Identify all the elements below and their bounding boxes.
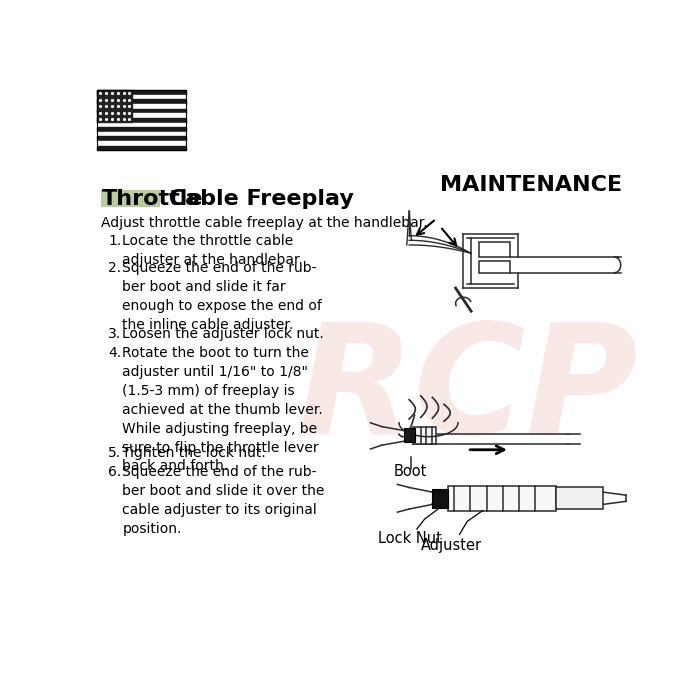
Bar xyxy=(404,428,414,442)
Text: Throttle: Throttle xyxy=(102,189,204,209)
Text: Boot: Boot xyxy=(393,463,427,479)
Bar xyxy=(97,141,186,146)
Text: Cable Freeplay: Cable Freeplay xyxy=(161,189,354,209)
Bar xyxy=(97,146,186,150)
Bar xyxy=(479,242,510,258)
Bar xyxy=(448,486,556,510)
Text: Squeeze the end of the rub-
ber boot and slide it over the
cable adjuster to its: Squeeze the end of the rub- ber boot and… xyxy=(122,466,325,536)
FancyBboxPatch shape xyxy=(101,190,160,207)
Bar xyxy=(97,113,186,118)
Bar xyxy=(97,132,186,136)
Text: Squeeze the end of the rub-
ber boot and slide it far
enough to expose the end o: Squeeze the end of the rub- ber boot and… xyxy=(122,261,322,332)
Bar xyxy=(556,487,603,509)
Text: 5.: 5. xyxy=(108,446,122,460)
Text: 4.: 4. xyxy=(108,346,122,360)
Bar xyxy=(97,94,186,99)
Bar xyxy=(413,427,436,444)
Bar xyxy=(97,90,186,94)
Text: Loosen the adjuster lock nut.: Loosen the adjuster lock nut. xyxy=(122,326,324,341)
Text: Adjuster: Adjuster xyxy=(421,538,482,553)
Text: 1.: 1. xyxy=(108,234,122,248)
Text: Rotate the boot to turn the
adjuster until 1/16" to 1/8"
(1.5-3 mm) of freeplay : Rotate the boot to turn the adjuster unt… xyxy=(122,346,323,473)
Text: 3.: 3. xyxy=(108,326,122,341)
Bar xyxy=(433,489,448,508)
Bar xyxy=(97,90,132,122)
Bar xyxy=(97,118,186,122)
Bar xyxy=(97,90,186,150)
Text: 6.: 6. xyxy=(108,466,122,480)
Bar xyxy=(97,108,186,113)
Text: Lock Nut: Lock Nut xyxy=(378,531,442,545)
Text: MAINTENANCE: MAINTENANCE xyxy=(440,175,622,195)
Text: 2.: 2. xyxy=(108,261,122,275)
Text: Adjust throttle cable freeplay at the handlebar.: Adjust throttle cable freeplay at the ha… xyxy=(101,216,427,230)
Bar xyxy=(97,99,186,104)
Text: RCP: RCP xyxy=(296,318,638,466)
Bar xyxy=(97,104,186,108)
Bar xyxy=(97,127,186,132)
Text: Tighten the lock nut.: Tighten the lock nut. xyxy=(122,446,266,460)
Bar xyxy=(97,136,186,141)
Bar xyxy=(97,122,186,127)
Text: Locate the throttle cable
adjuster at the handlebar.: Locate the throttle cable adjuster at th… xyxy=(122,234,303,267)
Bar xyxy=(97,90,186,150)
Bar xyxy=(479,261,510,273)
